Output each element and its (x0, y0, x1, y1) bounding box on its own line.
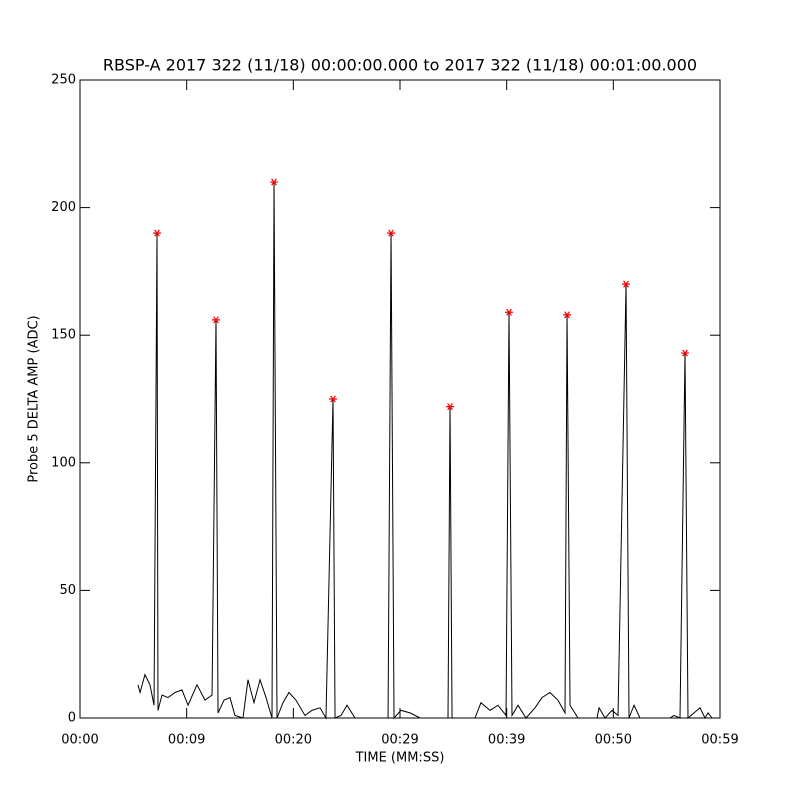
x-axis-label: TIME (MM:SS) (355, 751, 445, 766)
peak-marker (153, 229, 162, 237)
x-tick-label: 00:00 (61, 733, 98, 748)
signal-line (137, 182, 713, 720)
peak-marker (505, 308, 514, 316)
y-tick-label: 250 (51, 73, 76, 88)
y-tick-label: 50 (59, 583, 76, 598)
x-tick-label: 00:29 (381, 733, 418, 748)
peak-marker (681, 349, 690, 357)
peak-marker (212, 316, 220, 324)
y-tick-label: 0 (68, 711, 76, 726)
chart-title: RBSP-A 2017 322 (11/18) 00:00:00.000 to … (103, 56, 697, 75)
peak-marker (387, 229, 396, 237)
y-tick-label: 200 (51, 200, 76, 215)
x-tick-label: 00:20 (275, 733, 312, 748)
y-tick-label: 150 (51, 328, 76, 343)
x-tick-label: 00:09 (168, 733, 205, 748)
peak-marker (563, 311, 572, 319)
peak-marker (622, 280, 631, 288)
x-tick-label: 00:50 (595, 733, 632, 748)
x-tick-label: 00:39 (488, 733, 525, 748)
peak-marker (329, 395, 338, 403)
peak-marker (446, 403, 455, 411)
peak-marker (270, 178, 279, 186)
y-axis-label: Probe 5 DELTA AMP (ADC) (27, 315, 42, 482)
y-tick-label: 100 (51, 455, 76, 470)
x-tick-label: 00:59 (701, 733, 738, 748)
